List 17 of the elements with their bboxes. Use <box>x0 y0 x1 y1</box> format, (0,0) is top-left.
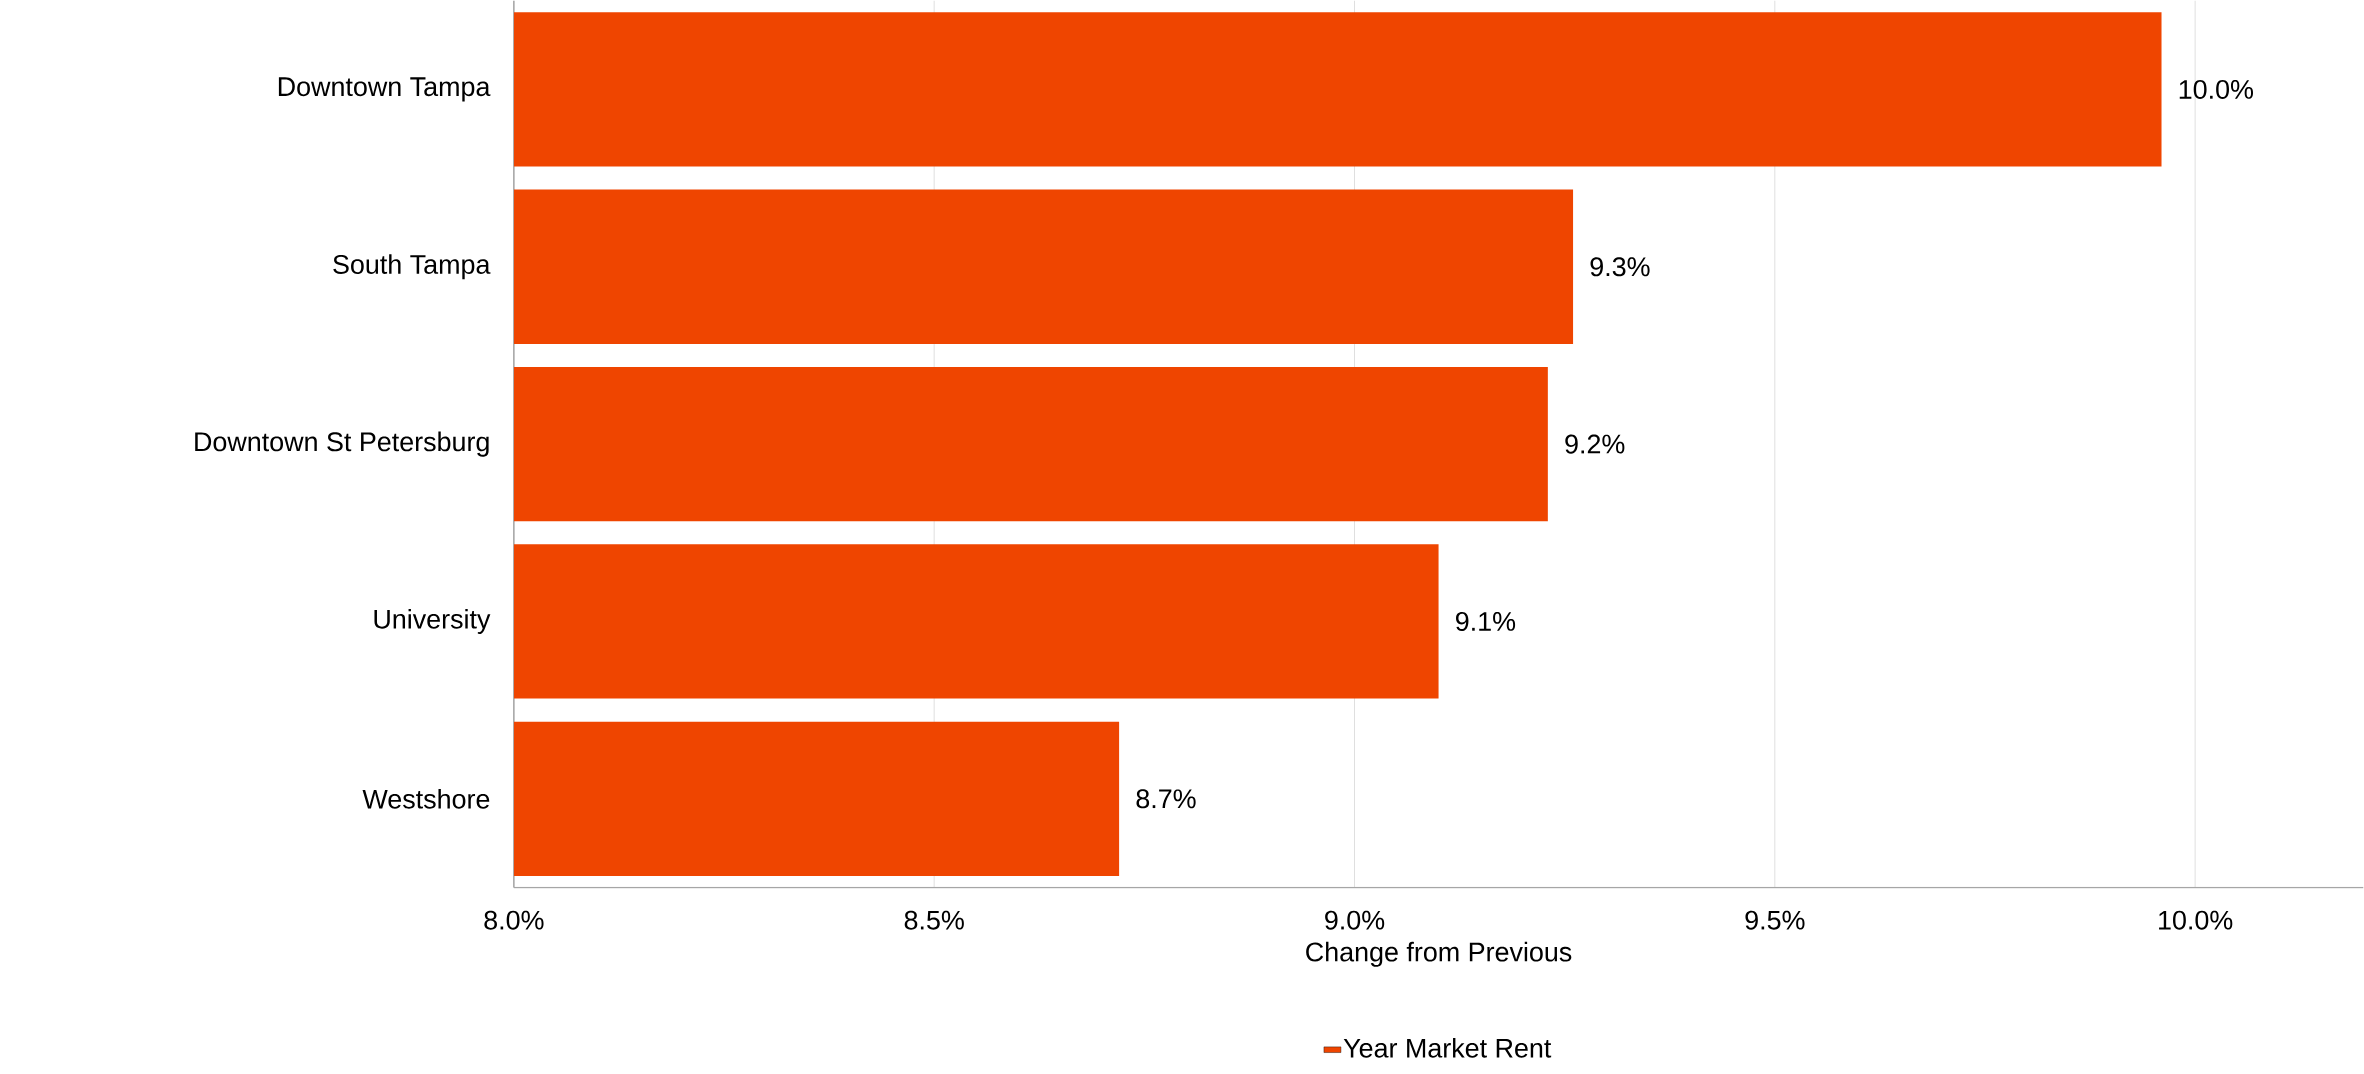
x-axis-title: Change from Previous <box>1306 941 1572 967</box>
y-tick-label: South Tampa <box>333 254 491 280</box>
data-label: 9.3% <box>1590 257 1650 277</box>
x-tick-label: 10.0% <box>2159 910 2233 930</box>
data-label: 8.7% <box>1136 789 1196 809</box>
x-tick-label: 8.0% <box>484 910 544 930</box>
data-label: 9.2% <box>1565 434 1625 454</box>
x-tick-label: 9.0% <box>1325 910 1385 930</box>
x-tick-label: 8.5% <box>904 910 964 930</box>
y-tick-label: Downtown St Petersburg <box>195 431 489 457</box>
y-tick-label: Downtown Tampa <box>278 77 491 102</box>
y-tick-label: Westshore <box>362 788 490 809</box>
x-tick-label: 9.5% <box>1745 910 1805 930</box>
data-label: 9.1% <box>1456 611 1516 631</box>
y-tick-label: University <box>374 608 491 634</box>
data-label: 10.0% <box>2179 79 2253 99</box>
legend-label: Year Market Rent <box>1343 1037 1552 1058</box>
